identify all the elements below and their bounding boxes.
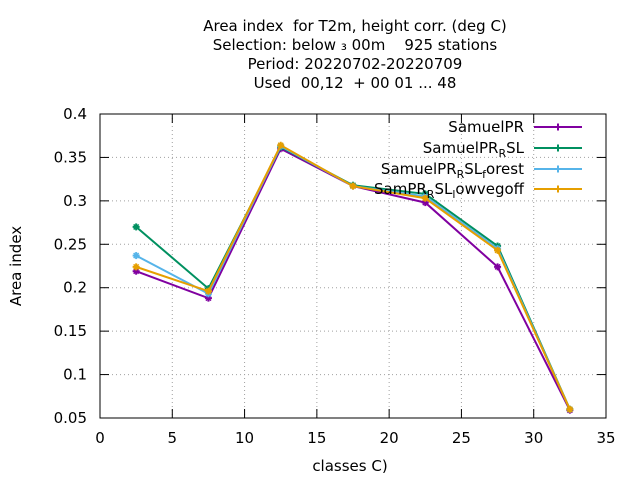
- axis-ticks: 0 5 10 15 20 25 30 35 0.05 0.1 0.15 0.2 0.25 0.3 0.35 0…: [54, 105, 616, 447]
- series-3-point: [132, 252, 140, 260]
- legend-label-3: SamuelPRRSLforest: [381, 160, 524, 181]
- x-tick-label: 0: [95, 429, 105, 447]
- plot-frame: [99, 113, 607, 419]
- series-4-point: [277, 141, 285, 149]
- point-mark-d2: [566, 406, 573, 413]
- x-tick-label: 20: [380, 429, 399, 447]
- y-tick-label: 0.25: [54, 235, 87, 253]
- point-mark-d2: [133, 263, 140, 270]
- y-tick-label: 0.35: [54, 148, 87, 166]
- legend-label-1: SamuelPR: [448, 118, 524, 136]
- legend: SamuelPR SamuelPRRSLSamuelPRRSLforestSamP…: [374, 118, 582, 201]
- point-mark-d2: [133, 252, 140, 259]
- grid: [100, 114, 606, 418]
- y-tick-label: 0.05: [54, 409, 87, 427]
- chart-title-line-1: Area index for T2m, height corr. (deg C): [203, 17, 507, 35]
- legend-label-2: SamuelPRRSL: [423, 139, 525, 160]
- y-tick-label: 0.15: [54, 322, 87, 340]
- series-4-point: [494, 246, 502, 254]
- y-tick-label: 0.2: [63, 279, 87, 297]
- point-mark-d2: [349, 183, 357, 190]
- x-tick-label: 25: [452, 429, 471, 447]
- chart-title-line-4: Used 00,12 + 00 01 ... 48: [253, 74, 457, 92]
- chart-title-line-2: Selection: below ₃ 00m 925 stations: [212, 36, 498, 54]
- series-4-point: [349, 182, 357, 190]
- series-4-point: [421, 194, 429, 202]
- point-mark-d2: [205, 288, 212, 295]
- series-4-point: [132, 263, 140, 271]
- point-mark-d2: [422, 195, 429, 202]
- legend-label-4: SamPRRSLlowvegoff: [374, 180, 525, 201]
- x-tick-label: 15: [307, 429, 326, 447]
- y-tick-label: 0.3: [63, 192, 87, 210]
- x-tick-label: 30: [524, 429, 543, 447]
- series-4-point: [566, 405, 574, 413]
- point-mark-d2: [494, 247, 501, 254]
- x-tick-label: 35: [596, 429, 615, 447]
- point-mark-d2: [494, 263, 501, 270]
- y-tick-label: 0.4: [63, 105, 87, 123]
- x-axis-label: classes C): [312, 457, 387, 475]
- series-1-point: [494, 263, 502, 271]
- y-tick-label: 0.1: [63, 366, 87, 384]
- series-4-point: [204, 287, 212, 295]
- chart-title-line-3: Period: 20220702-20220709: [247, 55, 463, 73]
- x-tick-label: 5: [168, 429, 178, 447]
- series-2-point: [132, 223, 140, 231]
- point-mark-d2: [277, 142, 284, 149]
- y-axis-label: Area index: [7, 226, 25, 306]
- point-mark-d2: [133, 223, 140, 230]
- x-tick-label: 10: [235, 429, 254, 447]
- series-group: [132, 141, 574, 414]
